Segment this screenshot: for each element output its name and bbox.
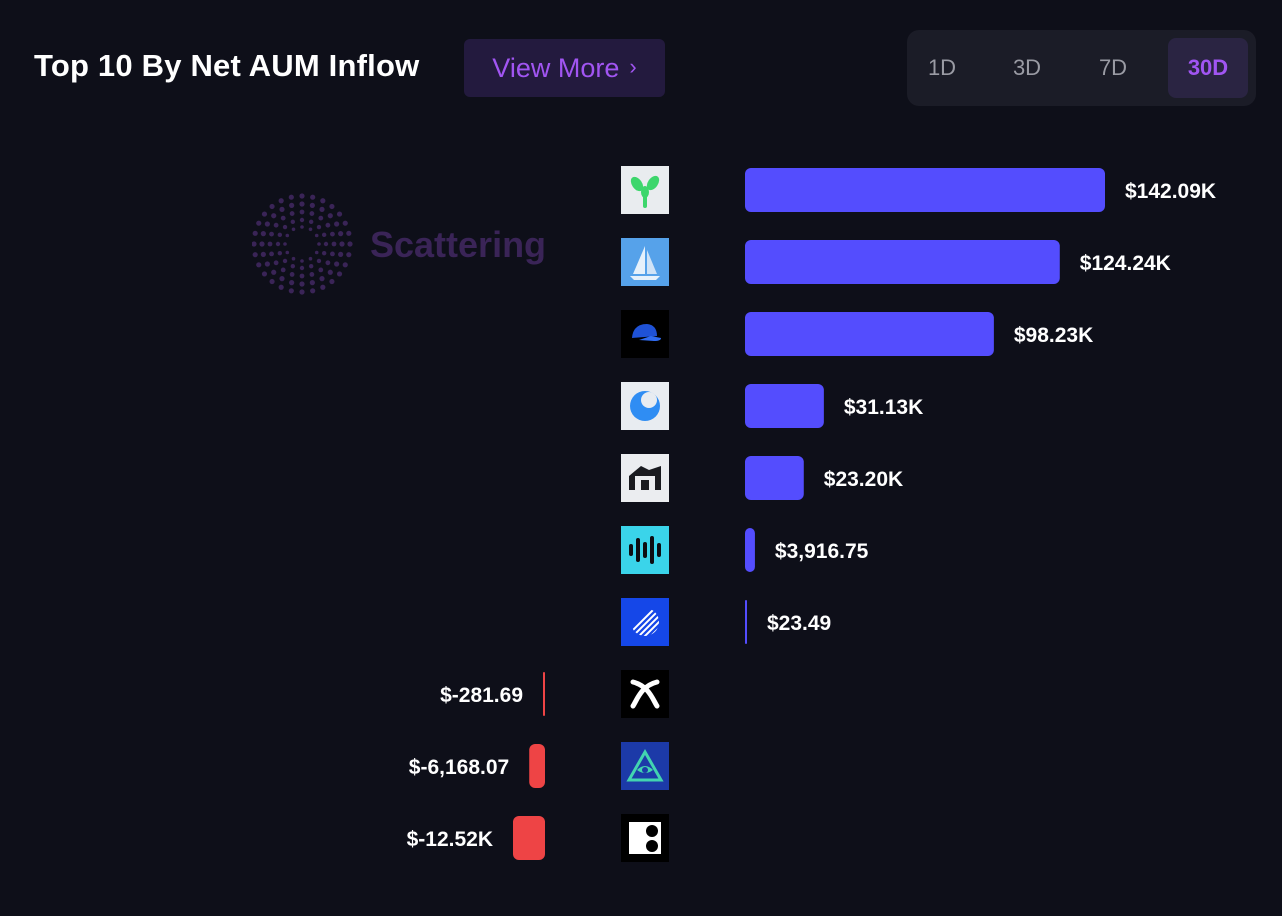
chart-row: $-281.69	[440, 670, 669, 718]
chart-row: $31.13K	[621, 382, 923, 430]
range-7d-button[interactable]: 7D	[1073, 38, 1153, 98]
range-1d-button[interactable]: 1D	[907, 38, 977, 98]
sprout-icon	[621, 166, 669, 214]
chart-row: $-6,168.07	[409, 742, 669, 790]
chart-row: $-12.52K	[407, 814, 669, 862]
scattering-logo-icon	[252, 193, 353, 295]
bar	[745, 384, 824, 428]
cap-icon	[621, 310, 669, 358]
waveform-icon	[621, 526, 669, 574]
time-range-selector: 1D 3D 7D 30D	[907, 30, 1256, 106]
bar-value-label: $142.09K	[1125, 180, 1216, 203]
range-30d-button[interactable]: 30D	[1168, 38, 1248, 98]
bar-value-label: $98.23K	[1014, 324, 1093, 347]
striped-circle-icon	[621, 598, 669, 646]
bar	[543, 672, 545, 716]
bar-value-label: $23.20K	[824, 468, 903, 491]
watermark-text: Scattering	[370, 224, 546, 265]
view-more-label: View More	[492, 52, 620, 83]
scattering-watermark: Scattering	[252, 193, 546, 295]
bar	[745, 240, 1060, 284]
bar	[529, 744, 545, 788]
eye-pyramid-icon	[621, 742, 669, 790]
bar	[745, 168, 1105, 212]
sailboat-icon	[621, 238, 669, 286]
chart-row: $98.23K	[621, 310, 1093, 358]
chart-row: $23.20K	[621, 454, 903, 502]
chart-row: $124.24K	[621, 238, 1171, 286]
bar-value-label: $-6,168.07	[409, 756, 509, 779]
chart-row: $3,916.75	[621, 526, 869, 574]
dots-block-icon	[621, 814, 669, 862]
bar-value-label: $-281.69	[440, 684, 523, 707]
view-more-button[interactable]: View More ›	[464, 39, 665, 97]
half-moon-icon	[621, 382, 669, 430]
bar	[745, 312, 994, 356]
bar-value-label: $23.49	[767, 612, 831, 635]
chart-row: $142.09K	[621, 166, 1216, 214]
knot-icon	[621, 670, 669, 718]
bar-value-label: $124.24K	[1080, 252, 1171, 275]
bar-value-label: $31.13K	[844, 396, 923, 419]
bar-value-label: $3,916.75	[775, 540, 869, 563]
bar-value-label: $-12.52K	[407, 828, 493, 851]
chart-row: $23.49	[621, 598, 831, 646]
page-title: Top 10 By Net AUM Inflow	[34, 48, 420, 83]
arch-icon	[621, 454, 669, 502]
bar	[745, 528, 755, 572]
bar	[745, 456, 804, 500]
bar	[745, 600, 747, 644]
range-3d-button[interactable]: 3D	[987, 38, 1067, 98]
bar	[513, 816, 545, 860]
chevron-right-icon: ›	[629, 54, 637, 79]
